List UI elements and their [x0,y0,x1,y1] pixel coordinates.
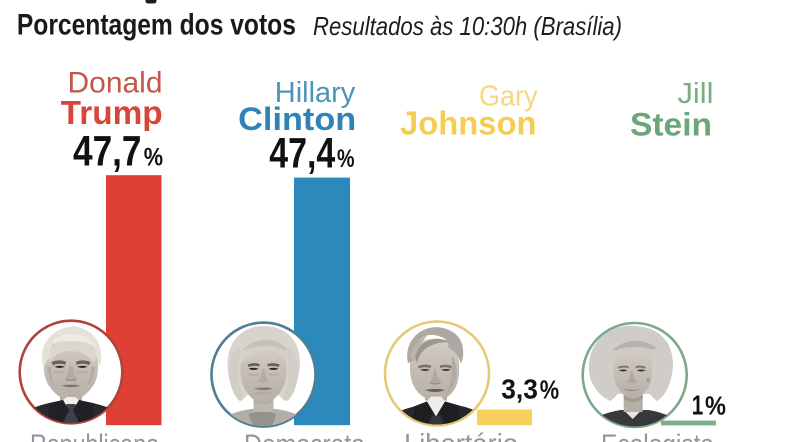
svg-text:Clinton: Clinton [238,101,356,137]
svg-text:Gary: Gary [479,81,538,113]
svg-text:%: % [144,143,163,171]
svg-text:Resultados às 10:30h (Brasília: Resultados às 10:30h (Brasília) [313,11,622,41]
svg-text:Porcentagem dos votos: Porcentagem dos votos [17,9,296,42]
svg-text:Jill: Jill [678,78,714,110]
svg-text:Stein: Stein [630,106,712,142]
svg-text:Johnson: Johnson [400,105,537,142]
svg-text:3,3: 3,3 [501,373,538,404]
svg-text:Libertário: Libertário [404,428,518,442]
svg-text:Ecologista: Ecologista [601,429,715,442]
svg-text:%: % [705,391,726,421]
svg-text:1: 1 [692,390,704,421]
svg-text:Hillary: Hillary [275,77,356,109]
svg-text:%: % [337,145,355,173]
svg-text:47,7: 47,7 [73,129,142,176]
svg-text:Democrata: Democrata [244,429,366,442]
svg-text:Trump: Trump [61,94,163,131]
svg-text:Donald: Donald [68,66,163,99]
svg-text:Republicano: Republicano [30,429,159,442]
svg-text:%: % [540,374,559,404]
svg-text:47,4: 47,4 [269,130,335,177]
